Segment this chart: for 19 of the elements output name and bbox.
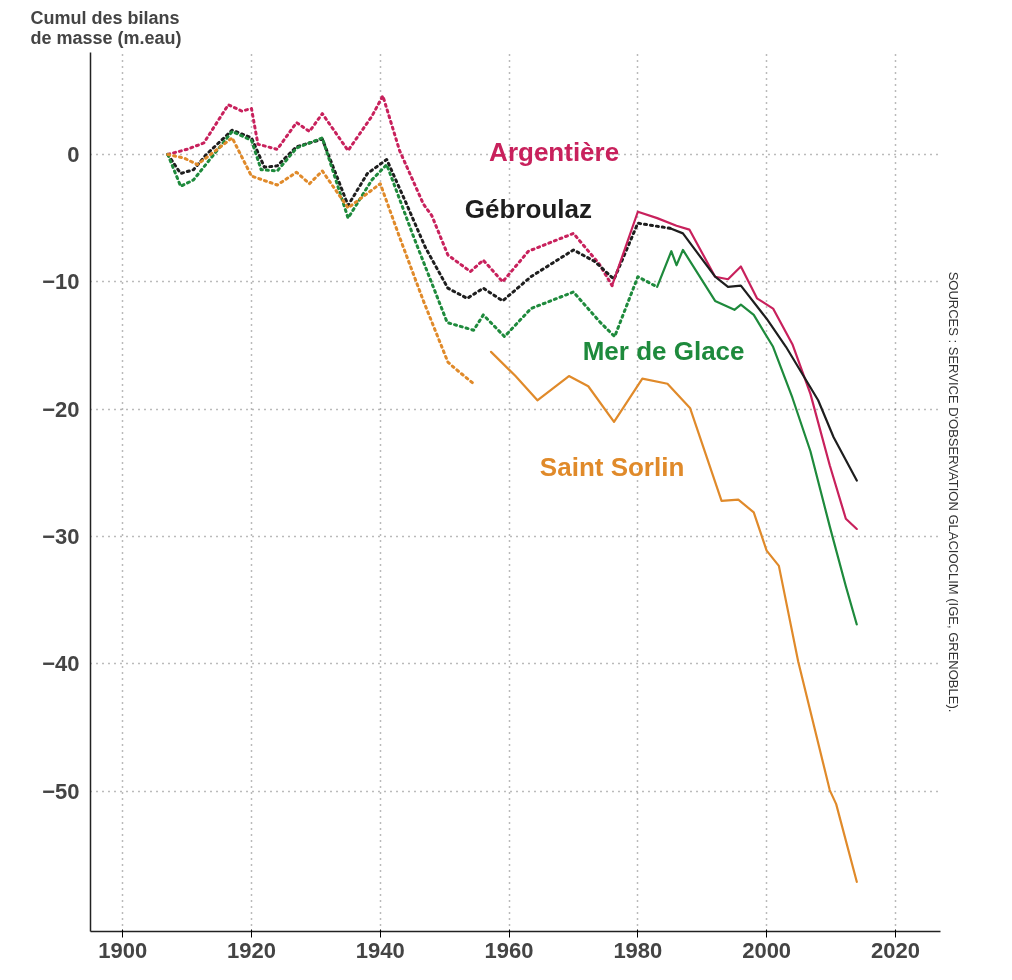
x-tick-label: 2020 [870, 937, 920, 963]
y-tick-label: −10 [42, 269, 80, 295]
series-label: Gébroulaz [464, 194, 592, 225]
x-tick-label: 2000 [742, 937, 792, 963]
x-tick-label: 1920 [227, 937, 276, 963]
y-tick-label: −20 [42, 396, 80, 422]
y-axis-title: Cumul des bilans de masse (m.eau) [30, 7, 182, 48]
x-tick-label: 1960 [484, 937, 534, 963]
y-tick-label: −30 [42, 524, 80, 550]
y-tick-label: −40 [42, 651, 80, 677]
x-tick-label: 1980 [613, 937, 663, 963]
source-note: SOURCES : SERVICE D'OBSERVATION GLACIOCLIM (IGE, GRENOBLE). [945, 271, 961, 713]
x-tick-label: 1900 [98, 937, 148, 963]
text: Saint Sorlin [539, 451, 685, 482]
y-tick-label: −50 [42, 778, 80, 804]
text: Argentière [489, 136, 620, 167]
y-tick-label: 0 [67, 141, 80, 167]
series-label: Mer de Glace [582, 335, 745, 366]
x-tick-label: 1940 [355, 937, 405, 963]
